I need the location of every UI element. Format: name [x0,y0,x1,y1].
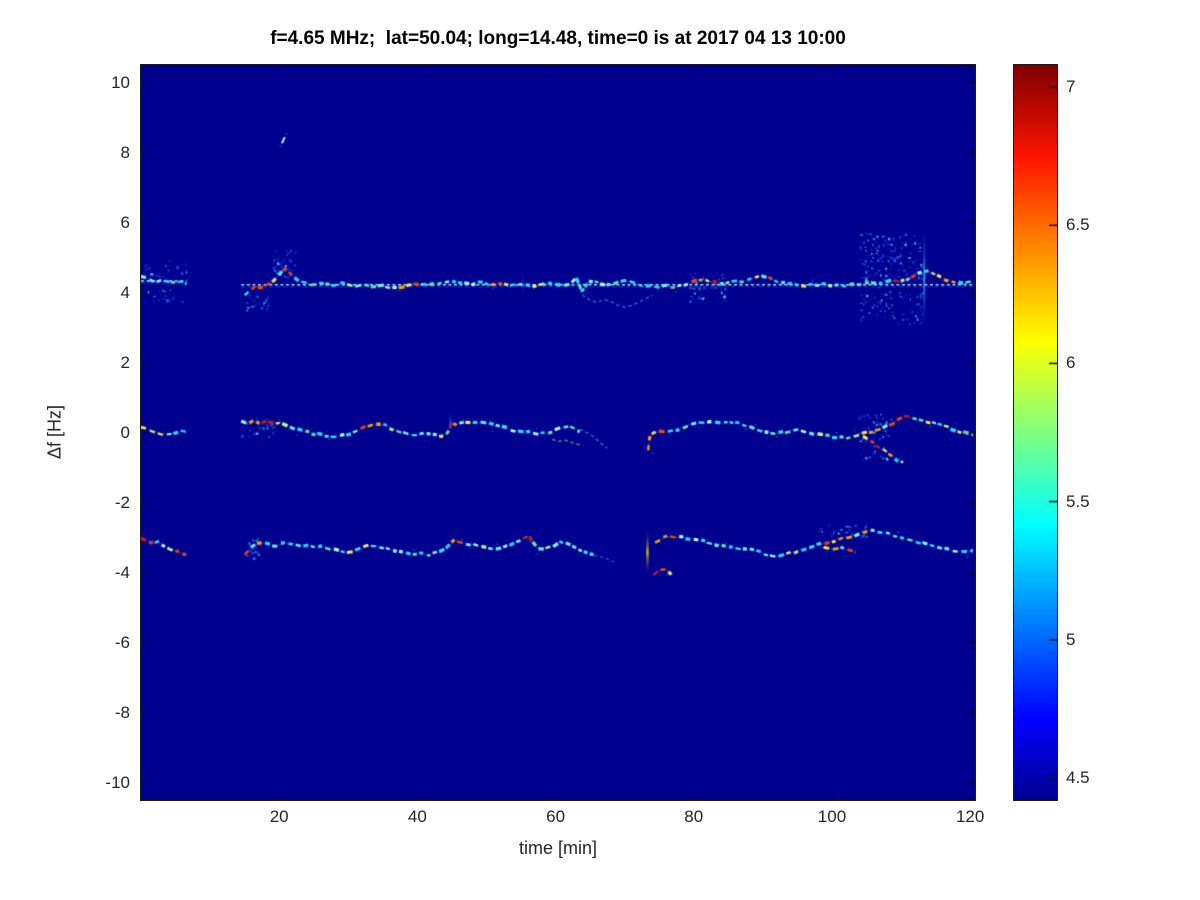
colorbar-tick-label: 6 [1066,353,1076,373]
x-axis-label: time [min] [518,838,597,858]
y-tick-label: -6 [114,632,130,652]
colorbar-tick-label: 7 [1066,77,1076,97]
y-tick-label: 2 [120,352,130,372]
x-tick-label: 100 [817,807,847,826]
y-tick-label: -8 [114,702,130,722]
y-tick-label: 10 [111,72,130,92]
colorbar-tick-label: 6.5 [1066,215,1090,235]
colorbar-tick-label: 5 [1066,629,1076,649]
y-tick-label: -10 [105,772,130,792]
x-tick-label: 80 [684,807,704,826]
y-tick-label: -2 [114,492,130,512]
colorbar-tick-label: 5.5 [1066,491,1090,511]
plot-title: f=4.65 MHz; lat=50.04; long=14.48, time=… [270,28,846,49]
colorbar-tick-label: 4.5 [1066,767,1090,787]
spectrogram-plot-area [140,64,976,801]
x-tick-label: 40 [407,807,427,826]
colorbar [1013,64,1058,801]
y-tick-label: 6 [120,212,130,232]
y-tick-label: 0 [120,422,130,442]
y-tick-label: 4 [120,282,130,302]
y-tick-label: -4 [114,562,130,582]
x-tick-label: 20 [269,807,289,826]
x-tick-label: 60 [546,807,566,826]
y-tick-label: 8 [120,142,130,162]
x-tick-label: 120 [955,807,985,826]
